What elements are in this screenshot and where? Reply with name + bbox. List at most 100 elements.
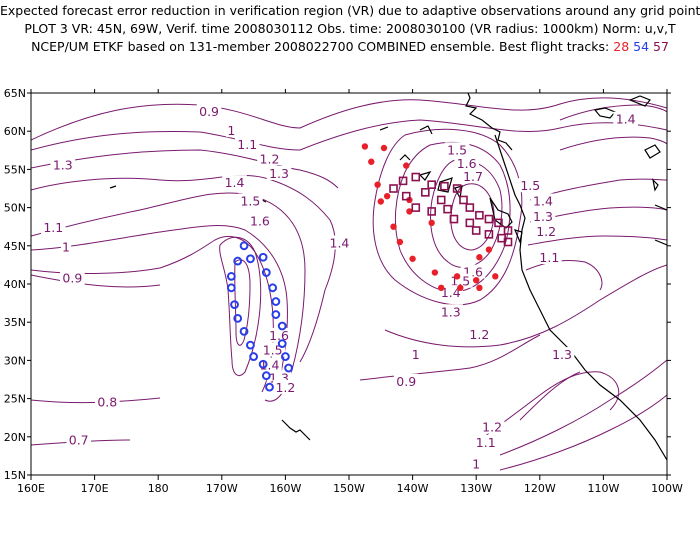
chart-title-line-3-text: NCEP/UM ETKF based on 131-member 2008022… — [31, 39, 610, 54]
track-57-point — [503, 237, 513, 247]
contour-label-bg — [266, 327, 292, 342]
contour-label: 1 — [226, 123, 237, 138]
track-54-point — [239, 326, 249, 336]
contour-label-bg — [530, 208, 556, 223]
contour-label-bg — [393, 373, 419, 388]
track-57-point — [436, 195, 446, 205]
contour-label-bg — [613, 111, 638, 126]
contour-label-bg — [247, 213, 273, 228]
contour-label-bg — [95, 394, 120, 409]
coastlines — [109, 93, 667, 461]
track-legend-28: 28 — [613, 39, 630, 54]
lat-label: 40N — [4, 278, 26, 291]
contour-label-text: 1 — [412, 347, 420, 362]
contour-labels: 0.911.11.21.31.31.41.51.61.110.91.41.61.… — [40, 104, 638, 471]
track-28-point — [403, 162, 410, 169]
lat-label: 20N — [4, 431, 26, 444]
contour-label-text: 1.5 — [447, 142, 467, 157]
chart-title-line-2: PLOT 3 VR: 45N, 69W, Verif. time 2008030… — [24, 21, 676, 36]
contour-label: 1.7 — [460, 169, 486, 184]
contour-label: 0.8 — [95, 394, 120, 409]
contour-label-bg — [410, 347, 421, 362]
contour-label-bg — [257, 151, 282, 166]
contour-label: 1.2 — [257, 151, 282, 166]
lon-label: 140W — [397, 482, 429, 495]
contour-label: 0.9 — [60, 270, 85, 286]
lat-label: 55N — [4, 163, 26, 176]
contour-label-bg — [273, 379, 298, 394]
track-28-point — [377, 198, 384, 205]
contour-label-text: 1.1 — [43, 220, 63, 235]
contour-label-bg — [471, 456, 482, 471]
track-57-point — [427, 207, 436, 216]
contour-label: 1.4 — [327, 235, 352, 251]
contour-label-bg — [530, 193, 556, 208]
track-57-point — [475, 210, 484, 220]
track-57-point — [452, 184, 462, 193]
contour-label-bg — [234, 136, 260, 151]
contour-label: 1.2 — [273, 379, 298, 395]
contour-label: 1.5 — [238, 193, 263, 208]
contour-label-bg — [66, 432, 91, 447]
contour-label: 1.1 — [537, 250, 562, 265]
track-57-point — [411, 203, 421, 212]
contour-label-bg — [549, 347, 575, 362]
track-28-point — [361, 143, 369, 150]
track-28-point — [476, 254, 483, 261]
lon-label: 180 — [148, 482, 169, 495]
lat-label: 65N — [4, 87, 26, 100]
track-28-point — [453, 273, 461, 280]
track-54-point — [261, 268, 271, 277]
track-54-point — [226, 283, 236, 293]
track-57-point — [440, 181, 449, 191]
contour-label: 1.4 — [530, 193, 556, 208]
contour-label-text: 1.6 — [457, 156, 477, 171]
contour-label: 1.2 — [467, 327, 492, 342]
track-28-point — [438, 284, 445, 292]
track-28-point — [368, 158, 375, 165]
latitude-labels: 15N 20N 25N 30N 35N 40N 45N 50N 55N 60N 65N — [4, 87, 26, 482]
contour-label-text: 1.5 — [240, 193, 260, 208]
lat-label: 25N — [4, 393, 26, 406]
contour-label-bg — [266, 165, 292, 180]
track-57-point — [494, 218, 503, 228]
track-54-point — [281, 352, 290, 361]
lat-label: 35N — [4, 316, 26, 329]
contour-label-text: 1.1 — [539, 250, 559, 265]
lon-label: 160W — [269, 482, 301, 495]
track-54-point — [233, 256, 243, 266]
axis-ticks — [27, 89, 671, 480]
contour-label: 1 — [471, 456, 482, 471]
track-54-point — [246, 340, 255, 350]
contour-label-text: 1.2 — [469, 327, 489, 342]
contour-label-text: 1.4 — [616, 112, 636, 127]
contour-label-bg — [533, 224, 559, 239]
contour-label-text: 1.5 — [263, 342, 283, 357]
contour-label: 1.1 — [473, 434, 499, 450]
contour-label-bg — [438, 304, 464, 319]
track-57-point — [503, 226, 513, 235]
contour-label-text: 1.3 — [552, 347, 572, 362]
track-28-point — [428, 219, 435, 227]
track-54-point — [233, 313, 243, 323]
contour-label: 1.5 — [444, 142, 470, 157]
contour-label-text: 1.4 — [330, 236, 350, 251]
track-54-point — [249, 352, 259, 361]
contour-label: 1.3 — [530, 208, 556, 224]
contour-label-bg — [222, 175, 247, 190]
track-28-point — [431, 269, 439, 276]
contour-label: 1.4 — [613, 111, 638, 127]
contour-label: 1.1 — [234, 136, 260, 152]
track-28-point — [476, 284, 483, 292]
contour-label-bg — [444, 142, 470, 157]
contour-label-text: 1.3 — [441, 304, 461, 319]
track-57-point — [443, 204, 452, 214]
track-57-point — [465, 203, 475, 212]
contour-label-text: 1.4 — [533, 193, 553, 208]
contour-label-bg — [537, 250, 562, 265]
track-28-point — [406, 208, 413, 215]
track-54-point — [277, 339, 287, 348]
contour-label-bg — [40, 220, 66, 235]
contour-label-bg — [517, 178, 543, 193]
contour-label-text: 1.5 — [520, 178, 540, 193]
